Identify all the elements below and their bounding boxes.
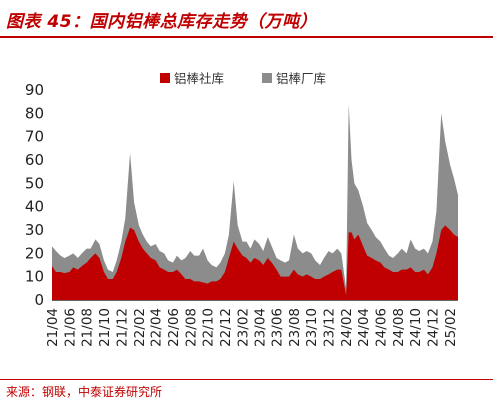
x-tick-label: 24/08 [391,308,407,347]
y-tick-label: 90 [25,81,44,99]
x-tick-label: 23/02 [236,308,252,347]
x-tick-label: 24/06 [374,308,390,347]
legend-swatch [160,73,170,83]
x-tick-label: 21/12 [114,308,130,347]
x-tick-label: 24/02 [339,308,355,347]
legend-label: 铝棒社库 [174,71,224,86]
x-tick-label: 24/12 [425,308,441,347]
x-tick-label: 21/10 [97,308,113,347]
y-axis: 0 10 20 30 40 50 60 70 80 90 [25,81,44,309]
y-tick-label: 50 [25,174,44,192]
y-tick-label: 20 [25,244,44,262]
x-tick-label: 22/10 [201,308,217,347]
x-tick-label: 23/10 [304,308,320,347]
chart-container: 铝棒社库 铝棒厂库 0 10 20 30 40 50 60 70 80 90 21/04 21/06 2… [0,40,493,375]
x-axis: 21/04 21/06 21/08 21/10 21/12 22/02 22/04 22/06… [45,300,459,347]
x-tick-label: 24/10 [408,308,424,347]
page-title: 图表 45：国内铝棒总库存走势（万吨） [6,12,318,32]
x-tick-label: 22/04 [149,308,165,347]
title-divider [0,36,493,38]
y-tick-label: 10 [25,268,44,286]
x-tick-label: 22/06 [166,308,182,347]
chart-legend: 铝棒社库 铝棒厂库 [160,71,326,86]
x-tick-label: 22/12 [218,308,234,347]
y-tick-label: 80 [25,104,44,122]
x-tick-label: 25/02 [443,308,459,347]
series-area-social-stock [52,225,458,300]
source-divider [0,379,493,380]
y-tick-label: 0 [34,291,44,309]
x-tick-label: 21/04 [45,308,61,347]
x-tick-label: 21/06 [62,308,78,347]
x-tick-label: 22/02 [132,308,148,347]
x-tick-label: 22/08 [183,308,199,347]
legend-swatch [262,73,272,83]
source-note: 来源：钢联，中泰证券研究所 [6,385,163,399]
x-tick-label: 21/08 [80,308,96,347]
y-tick-label: 40 [25,198,44,216]
x-tick-label: 23/12 [322,308,338,347]
title-bar: 图表 45：国内铝棒总库存走势（万吨） [0,0,493,38]
x-tick-label: 24/04 [356,308,372,347]
y-tick-label: 70 [25,128,44,146]
y-tick-label: 60 [25,151,44,169]
x-tick-label: 23/06 [270,308,286,347]
legend-label: 铝棒厂库 [276,71,326,86]
plot-area [52,104,458,300]
x-tick-label: 23/08 [287,308,303,347]
y-tick-label: 30 [25,221,44,239]
x-tick-label: 23/04 [252,308,268,347]
